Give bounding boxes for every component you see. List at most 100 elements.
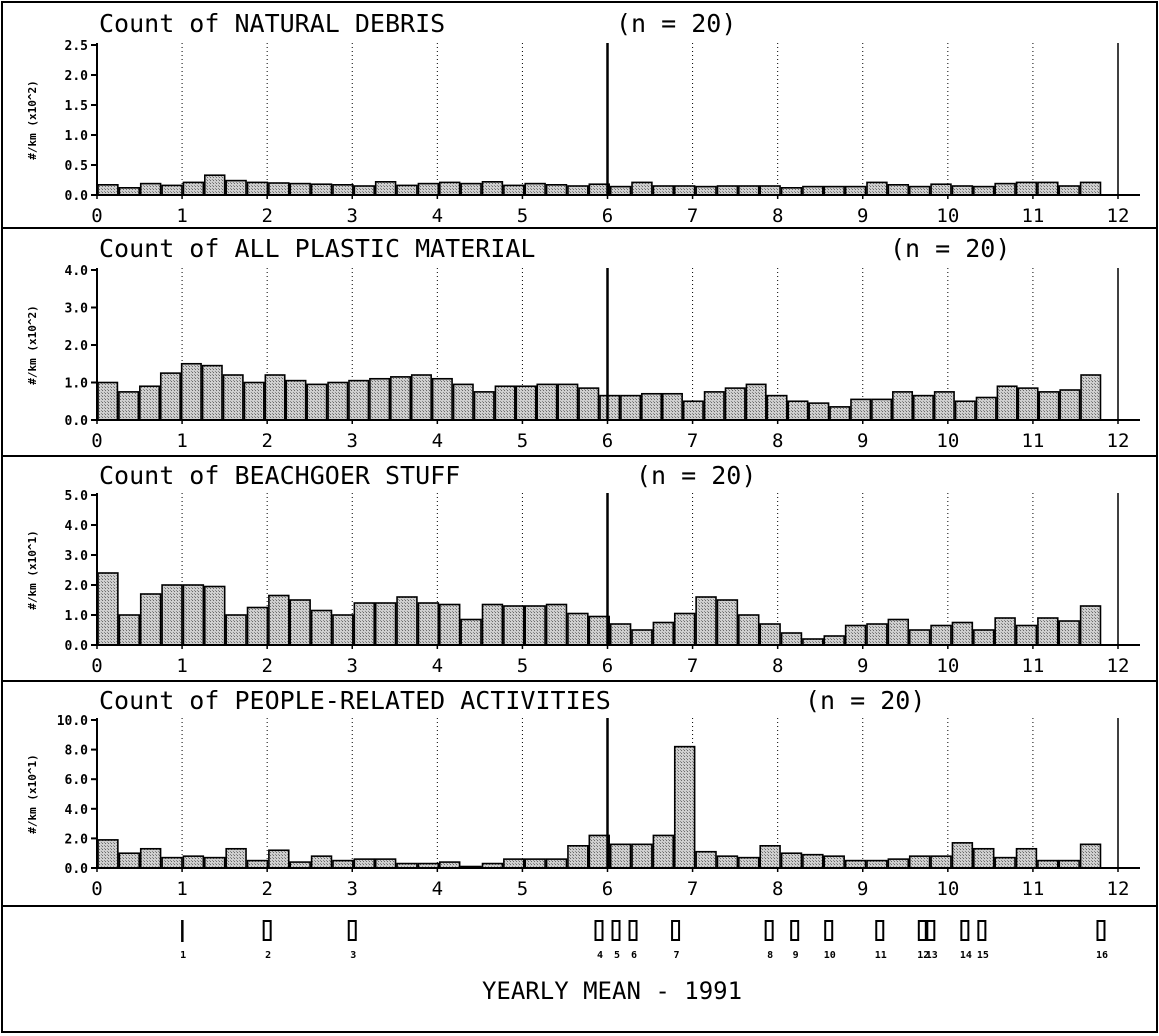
y-axis-label: #/km (x10^1) [26, 754, 39, 833]
bar [930, 183, 952, 196]
bar [866, 623, 888, 646]
y-tick-label: 2.0 [65, 69, 89, 84]
bar [724, 387, 746, 421]
bar [438, 603, 461, 646]
x-tick-label: 8 [772, 205, 783, 227]
month-marker [594, 920, 604, 941]
bar [524, 605, 546, 646]
bar [780, 852, 803, 869]
bar [578, 387, 600, 421]
month-marker-label: 11 [875, 950, 887, 961]
bar [930, 624, 952, 646]
month-marker-label: 6 [631, 950, 637, 961]
bar [503, 605, 525, 646]
bar [353, 858, 375, 869]
y-tick-label: 4.0 [65, 519, 89, 534]
y-tick-label: 1.0 [65, 609, 89, 624]
bar [310, 855, 333, 869]
bar [844, 624, 867, 646]
bar [268, 594, 290, 646]
y-tick-label: 8.0 [65, 744, 89, 759]
bar [396, 184, 418, 196]
x-tick-label: 12 [1107, 205, 1130, 227]
x-tick-label: 2 [261, 655, 272, 677]
bar [204, 585, 226, 646]
bar [410, 374, 432, 421]
bar [695, 596, 717, 646]
bar [159, 372, 181, 421]
bar [631, 181, 653, 196]
bar [494, 385, 516, 421]
bar [695, 185, 717, 196]
month-marker-label: 13 [926, 950, 938, 961]
bar [866, 181, 888, 196]
y-axis-label: #/km (x10^2) [26, 305, 39, 384]
x-tick-label: 0 [91, 430, 102, 452]
x-tick-label: 7 [687, 205, 698, 227]
month-marker-label: 4 [597, 950, 603, 961]
x-tick-label: 11 [1021, 205, 1044, 227]
bar [204, 856, 226, 869]
bar [268, 182, 290, 196]
bar [182, 181, 205, 196]
x-tick-label: 3 [347, 655, 358, 677]
bar [994, 856, 1016, 869]
month-marker-label: 3 [350, 950, 356, 961]
bar [673, 185, 696, 196]
x-tick-label: 4 [432, 205, 443, 227]
month-marker [824, 920, 834, 941]
bar [222, 374, 244, 421]
bar [268, 849, 290, 869]
x-tick-label: 11 [1021, 430, 1044, 452]
month-marker-label: 7 [674, 950, 680, 961]
month-marker [181, 920, 184, 942]
bar [844, 859, 867, 869]
bar [1017, 387, 1039, 421]
y-tick-label: 0.5 [65, 159, 88, 174]
bar [310, 183, 333, 196]
bar [264, 374, 286, 421]
bar [673, 745, 696, 869]
x-tick-label: 11 [1021, 878, 1044, 900]
chart-panel-1: Count of NATURAL DEBRIS (n = 20) 0.0 0.5 1.0… [2, 9, 1157, 229]
y-tick-label: 1.5 [65, 99, 88, 114]
x-tick-label: 10 [936, 655, 959, 677]
bar [912, 394, 934, 421]
bar [452, 383, 474, 421]
x-tick-label: 1 [176, 878, 187, 900]
x-tick-label: 5 [517, 655, 528, 677]
bar [1058, 620, 1080, 646]
bar [1015, 847, 1038, 869]
x-tick-label: 7 [687, 655, 698, 677]
x-tick-label: 1 [176, 205, 187, 227]
bar [738, 185, 760, 196]
bar [954, 400, 976, 421]
bar [1058, 859, 1080, 869]
y-tick-label: 2.0 [65, 579, 89, 594]
bar [557, 383, 579, 421]
bar [631, 629, 653, 646]
month-marker [977, 920, 987, 941]
footer-label: YEARLY MEAN - 1991 [482, 977, 742, 1005]
x-tick-label: 12 [1107, 878, 1130, 900]
y-tick-label: 10.0 [57, 714, 88, 729]
bar [139, 385, 161, 421]
bar [766, 394, 788, 421]
bar [802, 185, 824, 196]
bar [703, 391, 725, 421]
month-marker [926, 920, 936, 941]
bar [503, 184, 525, 196]
bar [225, 179, 247, 196]
bar [951, 621, 974, 646]
bar [374, 602, 397, 646]
month-marker-label: 16 [1096, 950, 1108, 961]
month-marker-label: 10 [824, 950, 836, 961]
bar [438, 181, 461, 196]
x-tick-label: 1 [176, 655, 187, 677]
bar [243, 381, 265, 421]
month-marker [764, 920, 774, 941]
bar [641, 392, 663, 421]
bar [1038, 391, 1060, 421]
bar [738, 614, 760, 646]
